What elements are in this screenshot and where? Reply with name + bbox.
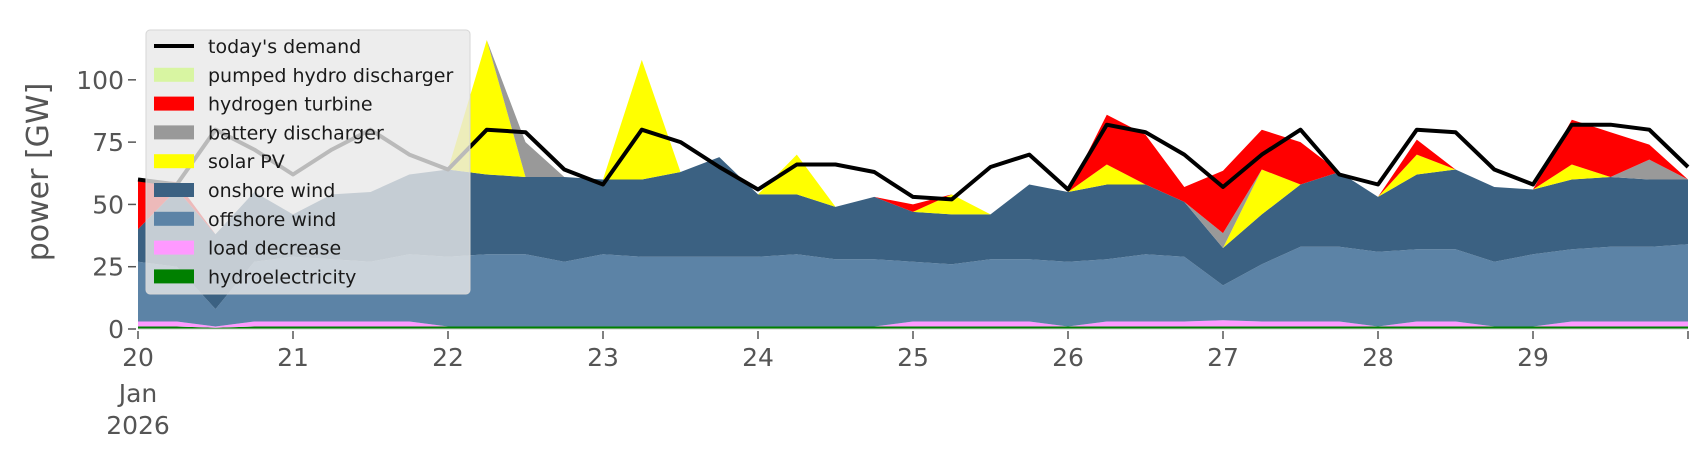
area-offshore-wind [138, 244, 1688, 327]
legend-label-hydroelectricity: hydroelectricity [208, 266, 356, 288]
legend-label-today-s-demand: today's demand [208, 36, 361, 58]
y-tick-label: 50 [92, 190, 124, 219]
x-tick-label: 21 [277, 343, 309, 372]
x-tick-label: 22 [432, 343, 464, 372]
y-tick-label: 100 [76, 66, 124, 95]
x-ticks: 20 21 22 23 24 25 26 27 28 29 [122, 331, 1689, 372]
area-load-decrease [138, 320, 1688, 328]
area-hydroelectricity [138, 326, 1688, 329]
x-sublabel-month: Jan [117, 379, 158, 408]
legend-swatch-solar-pv [154, 154, 194, 169]
x-tick-label: 24 [742, 343, 774, 372]
legend-label-onshore-wind: onshore wind [208, 180, 335, 202]
legend-swatch-offshore-wind [154, 211, 194, 226]
legend: today's demand pumped hydro discharger hyd… [145, 29, 471, 295]
area-onshore-wind [138, 157, 1688, 310]
x-tick-label: 28 [1362, 343, 1394, 372]
legend-label-offshore-wind: offshore wind [208, 209, 336, 231]
legend-background [145, 29, 471, 295]
legend-swatch-pumped-hydro-discharger [154, 67, 194, 82]
legend-swatch-load-decrease [154, 240, 194, 255]
legend-label-pumped-hydro-discharger: pumped hydro discharger [208, 65, 453, 87]
legend-items: today's demand pumped hydro discharger hyd… [154, 36, 453, 288]
y-ticks: 0 25 50 75 100 [76, 66, 136, 344]
x-tick-label: 23 [587, 343, 619, 372]
x-tick-label: 27 [1207, 343, 1239, 372]
y-tick-label: 75 [92, 128, 124, 157]
legend-swatch-hydroelectricity [154, 269, 194, 284]
legend-swatch-battery-discharger [154, 125, 194, 140]
x-tick-label: 25 [897, 343, 929, 372]
y-axis-title: power [GW] [21, 83, 56, 262]
y-tick-label: 25 [92, 253, 124, 282]
legend-swatch-onshore-wind [154, 183, 194, 197]
x-tick-label: 20 [122, 343, 154, 372]
x-sublabel-year: 2026 [106, 411, 170, 440]
y-tick-label: 0 [108, 315, 124, 344]
legend-label-hydrogen-turbine: hydrogen turbine [208, 94, 373, 116]
legend-label-load-decrease: load decrease [208, 238, 341, 260]
legend-swatch-hydrogen-turbine [154, 96, 194, 111]
legend-label-battery-discharger: battery discharger [208, 122, 384, 144]
x-tick-label: 26 [1052, 343, 1084, 372]
x-tick-label: 29 [1517, 343, 1549, 372]
legend-label-solar-pv: solar PV [208, 151, 285, 173]
